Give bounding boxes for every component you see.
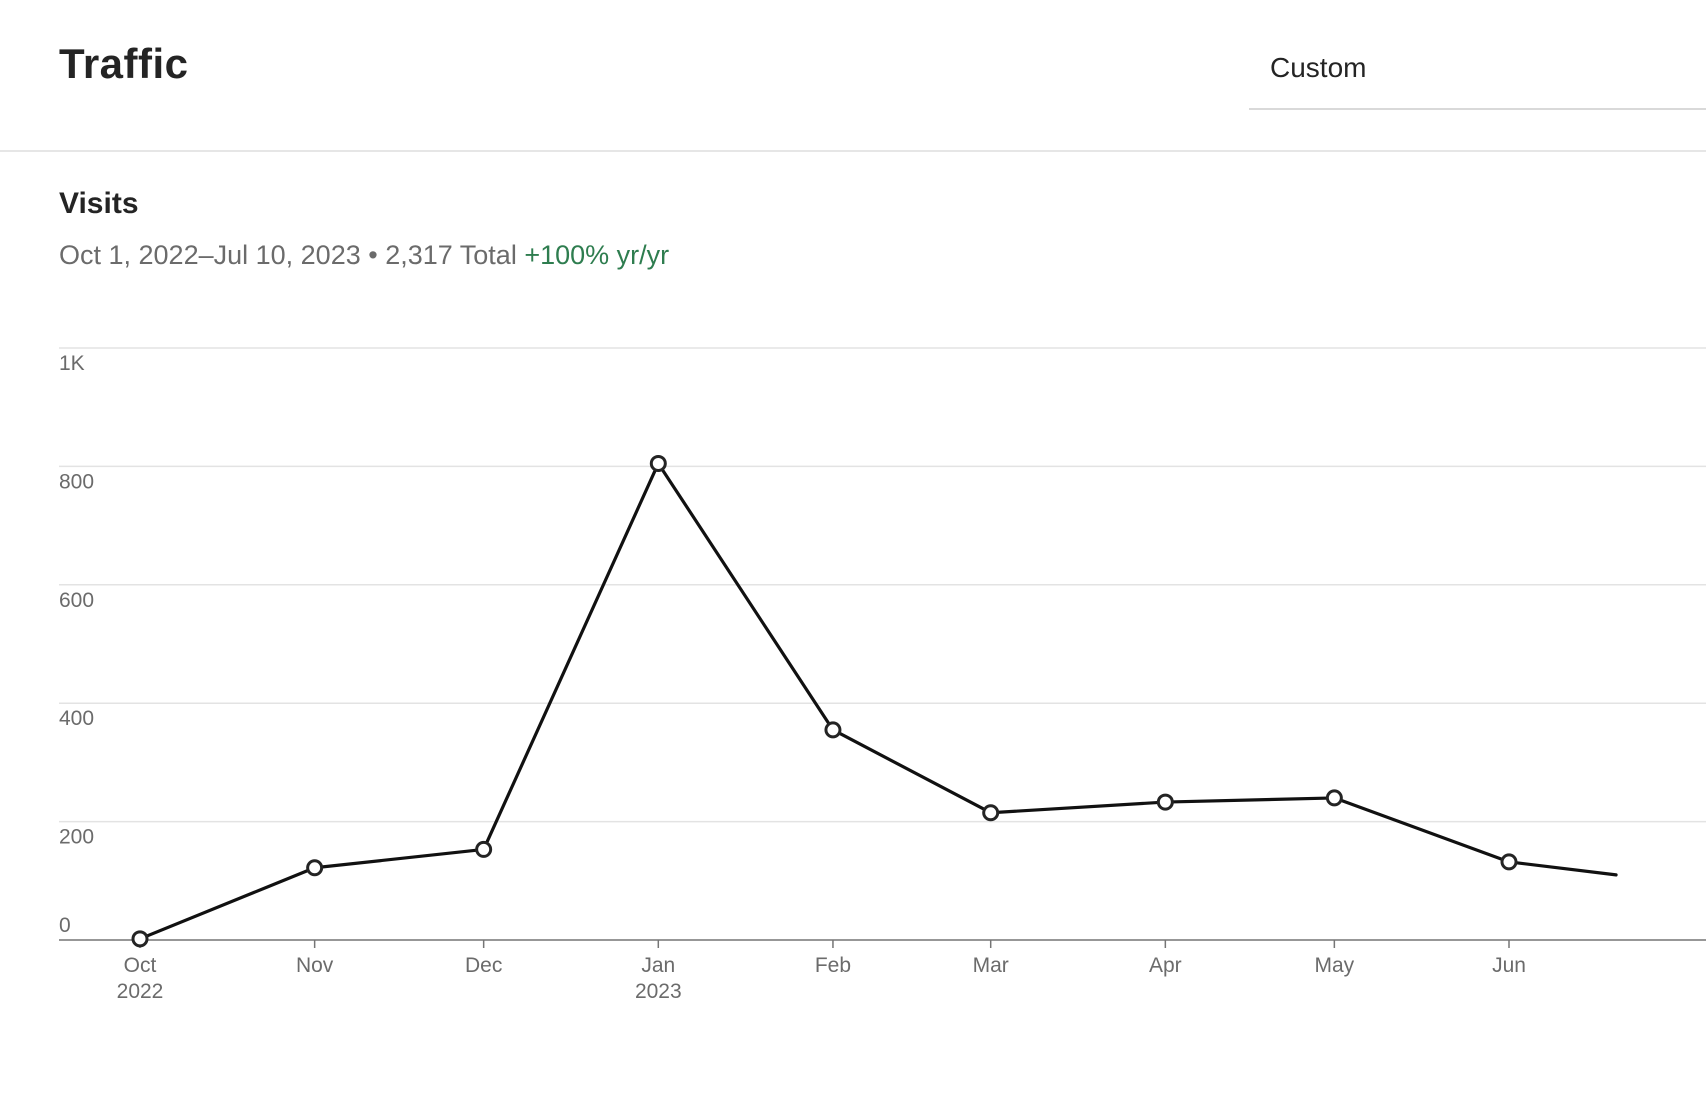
x-tick-label: Oct — [124, 954, 157, 977]
data-point — [982, 804, 1000, 822]
x-tick-label: Apr — [1149, 954, 1182, 977]
data-point — [649, 454, 667, 472]
data-point — [475, 840, 493, 858]
y-tick-label: 600 — [59, 589, 94, 612]
x-tick-label: Nov — [296, 954, 334, 977]
page-header: Traffic Custom — [0, 0, 1706, 152]
data-point — [824, 721, 842, 739]
y-tick-label: 200 — [59, 826, 94, 849]
y-tick-label: 400 — [59, 707, 94, 730]
data-point — [131, 930, 149, 948]
page-title: Traffic — [59, 40, 189, 87]
visits-summary: Oct 1, 2022–Jul 10, 2023 • 2,317 Total +… — [59, 240, 669, 271]
x-tick-label: Jun — [1492, 954, 1526, 977]
x-tick-year-label: 2022 — [117, 980, 164, 1003]
series-line — [138, 461, 1618, 941]
visits-section-title: Visits — [59, 187, 139, 220]
data-point — [1156, 793, 1174, 811]
visits-growth: +100% yr/yr — [524, 240, 670, 270]
x-tick-label: Jan — [641, 954, 675, 977]
data-point — [1325, 789, 1343, 807]
data-point — [306, 859, 324, 877]
y-tick-label: 800 — [59, 470, 94, 493]
x-tick-label: Feb — [815, 954, 851, 977]
x-tick-label: Mar — [973, 954, 1009, 977]
x-tick-label: Dec — [465, 954, 502, 977]
visits-date-range: Oct 1, 2022–Jul 10, 2023 — [59, 240, 361, 270]
y-tick-label: 0 — [59, 914, 71, 937]
x-tick-label: May — [1315, 954, 1355, 977]
data-point — [1500, 853, 1518, 871]
y-tick-label: 1K — [59, 352, 85, 375]
date-range-select[interactable]: Custom — [1249, 30, 1706, 110]
summary-separator: • — [360, 240, 386, 270]
x-tick-year-label: 2023 — [635, 980, 682, 1003]
visits-total: 2,317 Total — [385, 240, 517, 270]
date-range-select-value: Custom — [1270, 52, 1367, 83]
